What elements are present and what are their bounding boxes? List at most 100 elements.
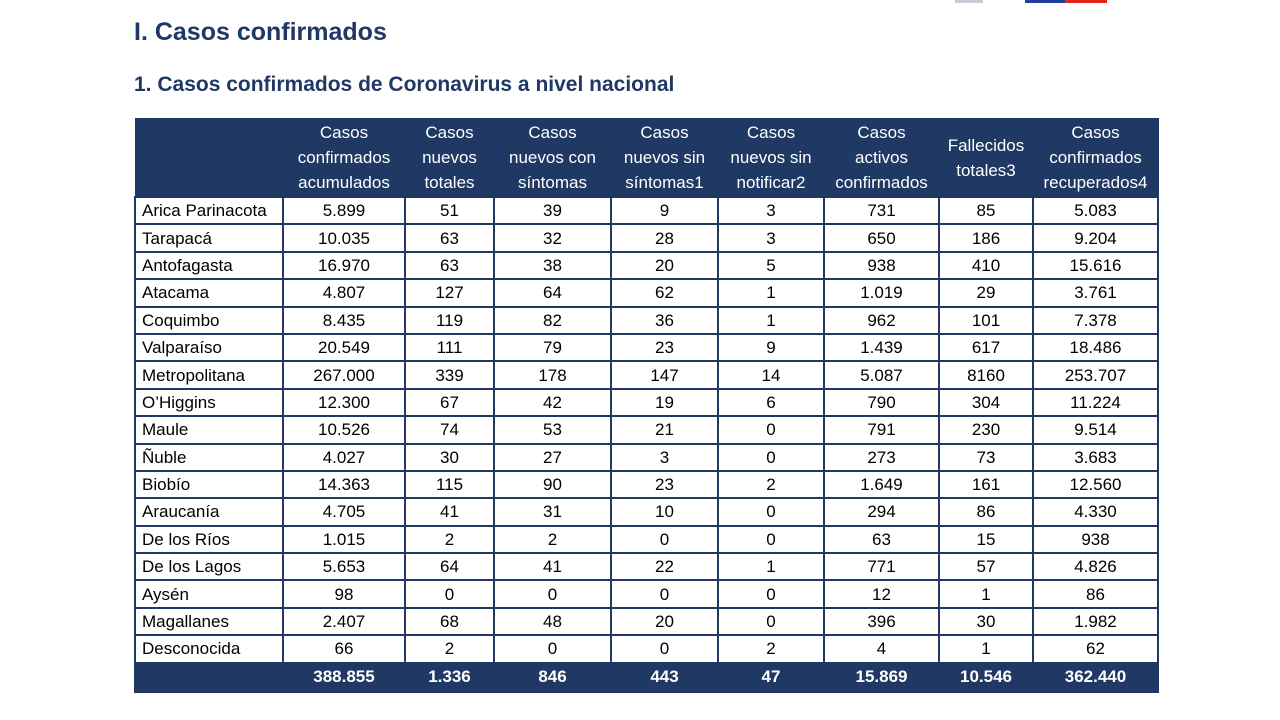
table-row: Atacama 4.807 127 64 62 1 1.019 29 3.761 (134, 278, 1159, 308)
value-cell: 2 (404, 634, 495, 664)
value-cell: 1 (717, 278, 825, 308)
value-cell: 791 (823, 415, 940, 445)
value-cell: 64 (493, 278, 612, 308)
value-cell: 86 (1032, 579, 1159, 609)
value-cell: 111 (404, 332, 495, 363)
cases-table: Casos confirmados acumulados Casos nuevos tot… (134, 118, 1159, 693)
value-cell: 62 (1032, 634, 1159, 664)
total-cell: 47 (717, 661, 825, 693)
total-cell: 362.440 (1032, 661, 1159, 693)
value-cell: 12 (823, 579, 940, 609)
value-cell: 1 (938, 634, 1034, 664)
column-header: Casos nuevos totales (404, 118, 495, 198)
value-cell: 74 (404, 415, 495, 445)
value-cell: 230 (938, 415, 1034, 445)
column-header-line: recuperados4 (1043, 173, 1148, 192)
value-cell: 67 (404, 387, 495, 418)
column-header: Casos activos confirmados (823, 118, 940, 198)
value-cell: 5 (717, 250, 825, 281)
value-cell: 0 (493, 579, 612, 609)
value-cell: 21 (610, 415, 719, 445)
value-cell: 63 (404, 250, 495, 281)
value-cell: 90 (493, 469, 612, 500)
column-header-line: nuevos con (509, 148, 596, 167)
value-cell: 9 (610, 195, 719, 226)
table-footer: 388.855 1.336 846 443 47 15.869 10.546 362.440 (134, 661, 1159, 693)
value-cell: 4.807 (282, 278, 406, 308)
value-cell: 10.035 (282, 223, 406, 253)
region-cell: Atacama (134, 278, 284, 308)
value-cell: 938 (1032, 524, 1159, 555)
column-header: Casos confirmados recuperados4 (1032, 118, 1159, 198)
value-cell: 4.027 (282, 442, 406, 472)
value-cell: 10.526 (282, 415, 406, 445)
value-cell: 41 (404, 497, 495, 527)
value-cell: 0 (610, 579, 719, 609)
value-cell: 11.224 (1032, 387, 1159, 418)
column-header-line: totales (424, 173, 475, 192)
value-cell: 73 (938, 442, 1034, 472)
region-cell: Desconocida (134, 634, 284, 664)
total-cell (134, 661, 284, 693)
value-cell: 62 (610, 278, 719, 308)
value-cell: 29 (938, 278, 1034, 308)
logo-fragment-blue (1025, 0, 1065, 3)
value-cell: 731 (823, 195, 940, 226)
logo-fragment-red (1065, 0, 1107, 3)
value-cell: 1.982 (1032, 606, 1159, 637)
value-cell: 14.363 (282, 469, 406, 500)
column-header: Casos nuevos sin notificar2 (717, 118, 825, 198)
value-cell: 3 (610, 442, 719, 472)
value-cell: 4 (823, 634, 940, 664)
value-cell: 5.653 (282, 552, 406, 582)
value-cell: 8160 (938, 360, 1034, 390)
value-cell: 0 (717, 415, 825, 445)
value-cell: 938 (823, 250, 940, 281)
value-cell: 42 (493, 387, 612, 418)
value-cell: 2 (493, 524, 612, 555)
region-cell: Ñuble (134, 442, 284, 472)
value-cell: 1 (717, 305, 825, 335)
table-row: Valparaíso 20.549 111 79 23 9 1.439 617 18.486 (134, 332, 1159, 363)
region-cell: O’Higgins (134, 387, 284, 418)
column-header-line: notificar2 (736, 173, 806, 192)
value-cell: 8.435 (282, 305, 406, 335)
total-cell: 1.336 (404, 661, 495, 693)
column-header-line: activos (855, 148, 908, 167)
column-header-line: Casos (425, 123, 474, 142)
column-header-line: Casos (1071, 123, 1120, 142)
value-cell: 16.970 (282, 250, 406, 281)
value-cell: 101 (938, 305, 1034, 335)
value-cell: 12.560 (1032, 469, 1159, 500)
value-cell: 294 (823, 497, 940, 527)
value-cell: 1.649 (823, 469, 940, 500)
value-cell: 771 (823, 552, 940, 582)
total-cell: 15.869 (823, 661, 940, 693)
value-cell: 30 (938, 606, 1034, 637)
value-cell: 178 (493, 360, 612, 390)
column-header-line: Casos (528, 123, 577, 142)
value-cell: 1 (938, 579, 1034, 609)
value-cell: 98 (282, 579, 406, 609)
total-cell: 388.855 (282, 661, 406, 693)
value-cell: 1.019 (823, 278, 940, 308)
value-cell: 5.087 (823, 360, 940, 390)
region-cell: Antofagasta (134, 250, 284, 281)
subsection-title: 1. Casos confirmados de Coronavirus a ni… (134, 73, 675, 96)
value-cell: 64 (404, 552, 495, 582)
value-cell: 7.378 (1032, 305, 1159, 335)
column-header-line: Fallecidos (947, 135, 1025, 155)
region-cell: Valparaíso (134, 332, 284, 363)
value-cell: 650 (823, 223, 940, 253)
value-cell: 53 (493, 415, 612, 445)
value-cell: 23 (610, 332, 719, 363)
column-header-line: Casos (319, 123, 369, 142)
table-row: Desconocida 66 2 0 0 2 4 1 62 (134, 634, 1159, 664)
table-row: Antofagasta 16.970 63 38 20 5 938 410 15.616 (134, 250, 1159, 281)
value-cell: 0 (717, 579, 825, 609)
value-cell: 1.439 (823, 332, 940, 363)
total-cell: 846 (493, 661, 612, 693)
column-header: Casos nuevos con síntomas (493, 118, 612, 198)
total-cell: 443 (610, 661, 719, 693)
value-cell: 304 (938, 387, 1034, 418)
